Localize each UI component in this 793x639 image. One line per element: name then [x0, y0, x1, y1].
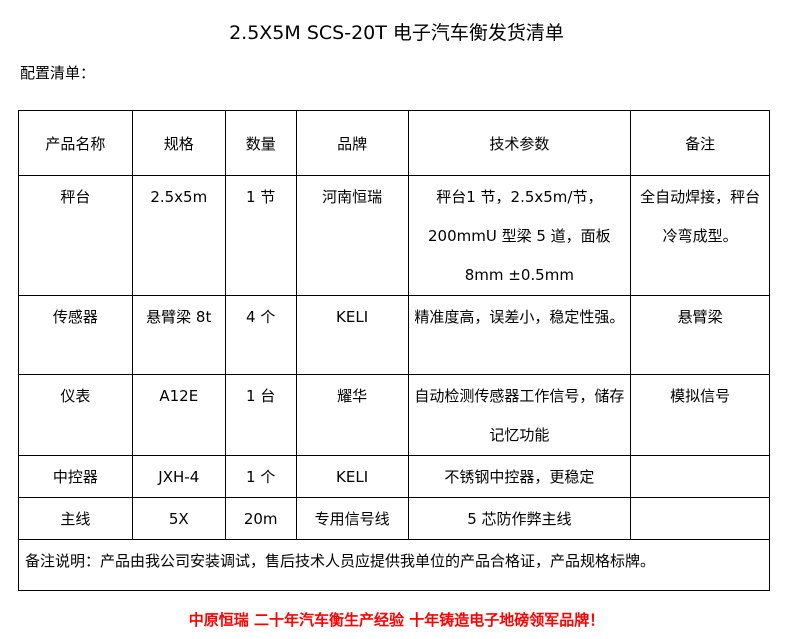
table-row: 传感器 悬臂梁 8t 4 个 KELI 精准度高，误差小，稳定性强。 悬臂梁	[18, 295, 770, 375]
table-row: 中控器 JXH-4 1 个 KELI 不锈钢中控器，更稳定	[18, 455, 770, 498]
header-cell: 技术参数	[407, 110, 632, 176]
table-row: 秤台 2.5x5m 1 节 河南恒瑞 秤台1 节，2.5x5m/节，200mmU…	[18, 175, 770, 296]
cell: 耀华	[295, 374, 409, 456]
cell: 专用信号线	[295, 497, 409, 540]
cell: 精准度高，误差小，稳定性强。	[407, 295, 632, 375]
header-cell: 品牌	[295, 110, 409, 176]
table-row: 主线 5X 20m 专用信号线 5 芯防作弊主线	[18, 497, 770, 540]
cell: JXH-4	[131, 455, 226, 498]
cell: KELI	[295, 295, 409, 375]
cell: 模拟信号	[630, 374, 770, 456]
cell: 5X	[131, 497, 226, 540]
cell: 悬臂梁 8t	[131, 295, 226, 375]
cell: 仪表	[18, 374, 133, 456]
header-cell: 备注	[630, 110, 770, 176]
subtitle: 配置清单：	[20, 64, 96, 82]
cell: 20m	[224, 497, 297, 540]
cell: 1 台	[224, 374, 297, 456]
header-row: 产品名称 规格 数量 品牌 技术参数 备注	[18, 110, 770, 176]
cell: 秤台1 节，2.5x5m/节，200mmU 型梁 5 道，面板 8mm ±0.5…	[407, 175, 632, 296]
note-row: 备注说明：产品由我公司安装调试，售后技术人员应提供我单位的产品合格证，产品规格标…	[18, 539, 770, 591]
cell: 2.5x5m	[131, 175, 226, 296]
table-row: 仪表 A12E 1 台 耀华 自动检测传感器工作信号，储存记忆功能 模拟信号	[18, 374, 770, 456]
cell: A12E	[131, 374, 226, 456]
cell: 1 个	[224, 455, 297, 498]
cell: 秤台	[18, 175, 133, 296]
cell: 传感器	[18, 295, 133, 375]
cell: 河南恒瑞	[295, 175, 409, 296]
cell: 中控器	[18, 455, 133, 498]
cell: 1 节	[224, 175, 297, 296]
header-cell: 产品名称	[18, 110, 133, 176]
cell: 4 个	[224, 295, 297, 375]
cell: 不锈钢中控器，更稳定	[407, 455, 632, 498]
header-cell: 数量	[224, 110, 297, 176]
slogan: 中原恒瑞 二十年汽车衡生产经验 十年铸造电子地磅领军品牌！	[188, 611, 605, 629]
cell	[630, 455, 770, 498]
note-text: 备注说明：产品由我公司安装调试，售后技术人员应提供我单位的产品合格证，产品规格标…	[18, 539, 770, 591]
header-cell: 规格	[131, 110, 226, 176]
cell: 主线	[18, 497, 133, 540]
config-table: 产品名称 规格 数量 品牌 技术参数 备注 秤台 2.5x5m 1 节 河南恒瑞…	[18, 110, 770, 591]
page-title: 2.5X5M SCS-20T 电子汽车衡发货清单	[229, 22, 564, 44]
cell: 5 芯防作弊主线	[407, 497, 632, 540]
cell: KELI	[295, 455, 409, 498]
cell: 悬臂梁	[630, 295, 770, 375]
cell: 自动检测传感器工作信号，储存记忆功能	[407, 374, 632, 456]
cell: 全自动焊接，秤台冷弯成型。	[630, 175, 770, 296]
cell	[630, 497, 770, 540]
